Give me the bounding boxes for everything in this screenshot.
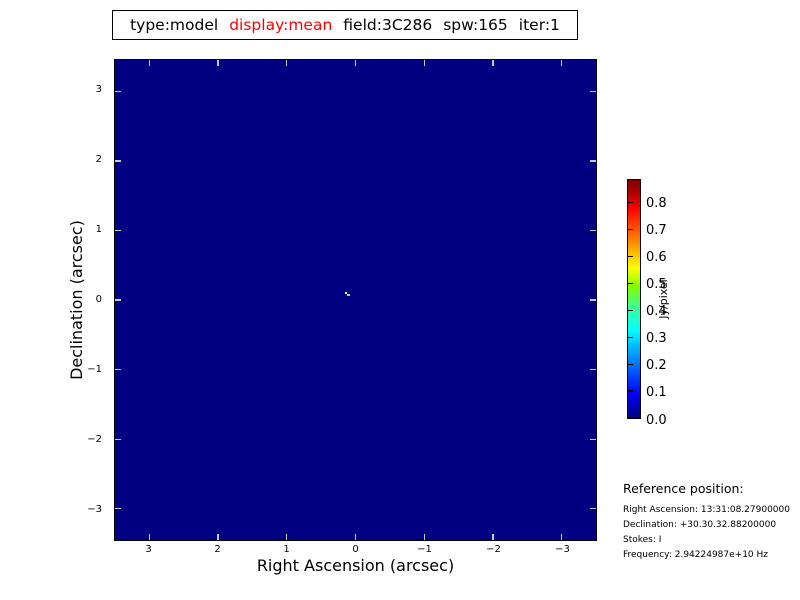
colorbar-tick-label: 0.7 (646, 222, 667, 238)
reference-position-line: Right Ascension: 13:31:08.27900000 (623, 505, 790, 515)
title-segment: spw:165 (443, 16, 508, 34)
colorbar-tick (628, 202, 633, 204)
x-tick-label: −2 (486, 544, 501, 555)
x-axis-tick-top (217, 60, 219, 66)
x-axis-tick-bottom (354, 534, 357, 540)
y-axis-tick-right (590, 368, 596, 371)
x-axis-tick-top (354, 60, 357, 66)
y-tick-label: 1 (95, 224, 102, 236)
colorbar-tick-label: 0.0 (646, 412, 667, 428)
x-axis-tick-top (286, 60, 288, 66)
colorbar-tick-label: 0.5 (646, 276, 667, 292)
reference-position-line: Stokes: I (623, 535, 662, 545)
title-segment: iter:1 (518, 16, 560, 34)
y-axis-tick-left (115, 229, 121, 232)
x-axis-tick-top (561, 60, 563, 66)
colorbar-tick-label: 0.4 (646, 304, 667, 320)
x-axis-tick-bottom (286, 534, 288, 540)
x-tick-label: −3 (555, 544, 570, 555)
y-tick-label: 3 (95, 84, 102, 96)
x-axis-tick-top (423, 60, 425, 66)
y-axis-tick-left (115, 368, 121, 371)
y-axis-tick-left (115, 438, 121, 440)
x-axis-tick-labels: 3 2 1 0 −1 −2 −3 (114, 544, 597, 558)
y-axis-tick-right (590, 90, 596, 92)
reference-position-heading: Reference position: (623, 481, 744, 496)
reference-position-line: Frequency: 2.94224987e+10 Hz (623, 550, 769, 560)
colorbar-tick (628, 229, 633, 231)
x-axis-tick-top (492, 60, 494, 66)
colorbar-tick-label: 0.3 (646, 331, 667, 347)
y-tick-label: −2 (87, 433, 102, 445)
reference-position-line: Declination: +30.30.32.88200000 (623, 520, 777, 530)
y-tick-label: −3 (87, 503, 102, 515)
x-axis-tick-bottom (423, 534, 425, 540)
colorbar-unit-label: Jy/pixel (657, 279, 670, 319)
x-tick-label: 3 (145, 544, 152, 555)
x-tick-label: 1 (283, 544, 290, 555)
y-axis-tick-right (590, 438, 596, 440)
point-source-pixel (344, 291, 348, 295)
title-segment: field:3C286 (343, 16, 433, 34)
plot-title-box: type:model display:mean field:3C286 spw:165… (112, 10, 578, 40)
x-axis-tick-bottom (492, 534, 494, 540)
colorbar-tick (628, 336, 633, 338)
y-axis-tick-left (115, 508, 121, 510)
point-source-pixel (347, 293, 350, 297)
y-axis-tick-right (590, 508, 596, 510)
colorbar-tick (628, 417, 633, 419)
title-segment: type:model (130, 16, 219, 34)
colorbar-tick-label: 0.6 (646, 249, 667, 265)
title-segment: display:mean (229, 16, 333, 34)
y-tick-label: −1 (87, 363, 102, 375)
y-axis-tick-right (590, 299, 596, 301)
colorbar (627, 179, 641, 419)
y-tick-label: 2 (95, 154, 102, 166)
colorbar-tick (628, 390, 633, 392)
y-axis-tick-right (590, 160, 596, 162)
y-axis-tick-labels: 3 2 1 0 −1 −2 −3 (58, 59, 108, 541)
x-axis-tick-bottom (561, 534, 563, 540)
reference-position-block: Reference position: Right Ascension: 13:… (623, 481, 799, 563)
y-axis-tick-left (115, 90, 121, 92)
x-tick-label: −1 (417, 544, 432, 555)
x-axis-label: Right Ascension (arcsec) (256, 556, 455, 575)
colorbar-tick (628, 309, 633, 312)
colorbar-tick (628, 255, 633, 258)
colorbar-tick-label: 0.8 (646, 195, 667, 211)
y-axis-tick-left (115, 299, 121, 301)
x-axis-tick-top (148, 60, 151, 66)
image-plot-area (114, 59, 597, 541)
colorbar-tick (628, 282, 633, 285)
y-tick-label: 0 (95, 294, 102, 305)
colorbar-tick-label: 0.2 (646, 358, 667, 374)
x-axis-tick-bottom (217, 534, 219, 540)
x-tick-label: 0 (352, 544, 359, 555)
colorbar-tick-label: 0.1 (646, 385, 667, 401)
y-axis-label: Declination (arcsec) (67, 220, 86, 380)
reference-position-lines: Right Ascension: 13:31:08.27900000 Declin… (623, 503, 799, 563)
x-axis-tick-bottom (148, 534, 151, 540)
y-axis-tick-right (590, 229, 596, 232)
x-tick-label: 2 (214, 544, 221, 555)
colorbar-tick (628, 363, 633, 365)
colorbar-tick-labels: 0.0 0.1 0.2 0.3 0.4 0.5 0.6 0.7 0.8 (646, 179, 686, 428)
y-axis-tick-left (115, 160, 121, 162)
